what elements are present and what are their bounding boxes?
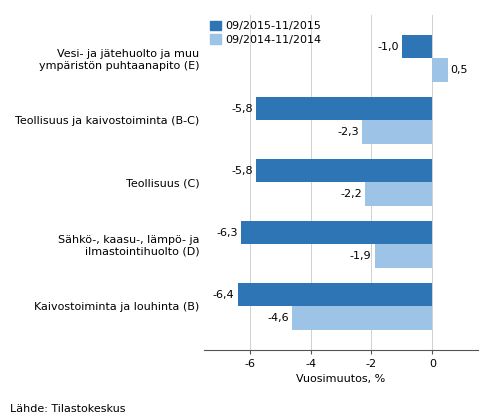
Bar [402,35,432,58]
Text: -1,0: -1,0 [377,42,399,52]
Bar [432,58,448,82]
Bar [241,221,432,244]
Bar [256,159,432,182]
Bar [256,97,432,120]
Legend: 09/2015-11/2015, 09/2014-11/2014: 09/2015-11/2015, 09/2014-11/2014 [210,20,321,45]
Text: Lähde: Tilastokeskus: Lähde: Tilastokeskus [10,404,125,414]
Text: -4,6: -4,6 [268,313,289,323]
Text: -5,8: -5,8 [231,166,253,176]
Text: -5,8: -5,8 [231,104,253,114]
Text: -6,3: -6,3 [216,228,238,238]
Text: -1,9: -1,9 [350,251,372,261]
Text: -6,4: -6,4 [213,290,235,300]
Text: -2,3: -2,3 [338,127,359,137]
Bar [238,283,432,306]
Text: 0,5: 0,5 [451,65,468,75]
X-axis label: Vuosimuutos, %: Vuosimuutos, % [296,374,386,384]
Bar [365,182,432,206]
Bar [292,306,432,330]
Text: -2,2: -2,2 [341,189,362,199]
Bar [362,120,432,144]
Bar [375,244,432,268]
